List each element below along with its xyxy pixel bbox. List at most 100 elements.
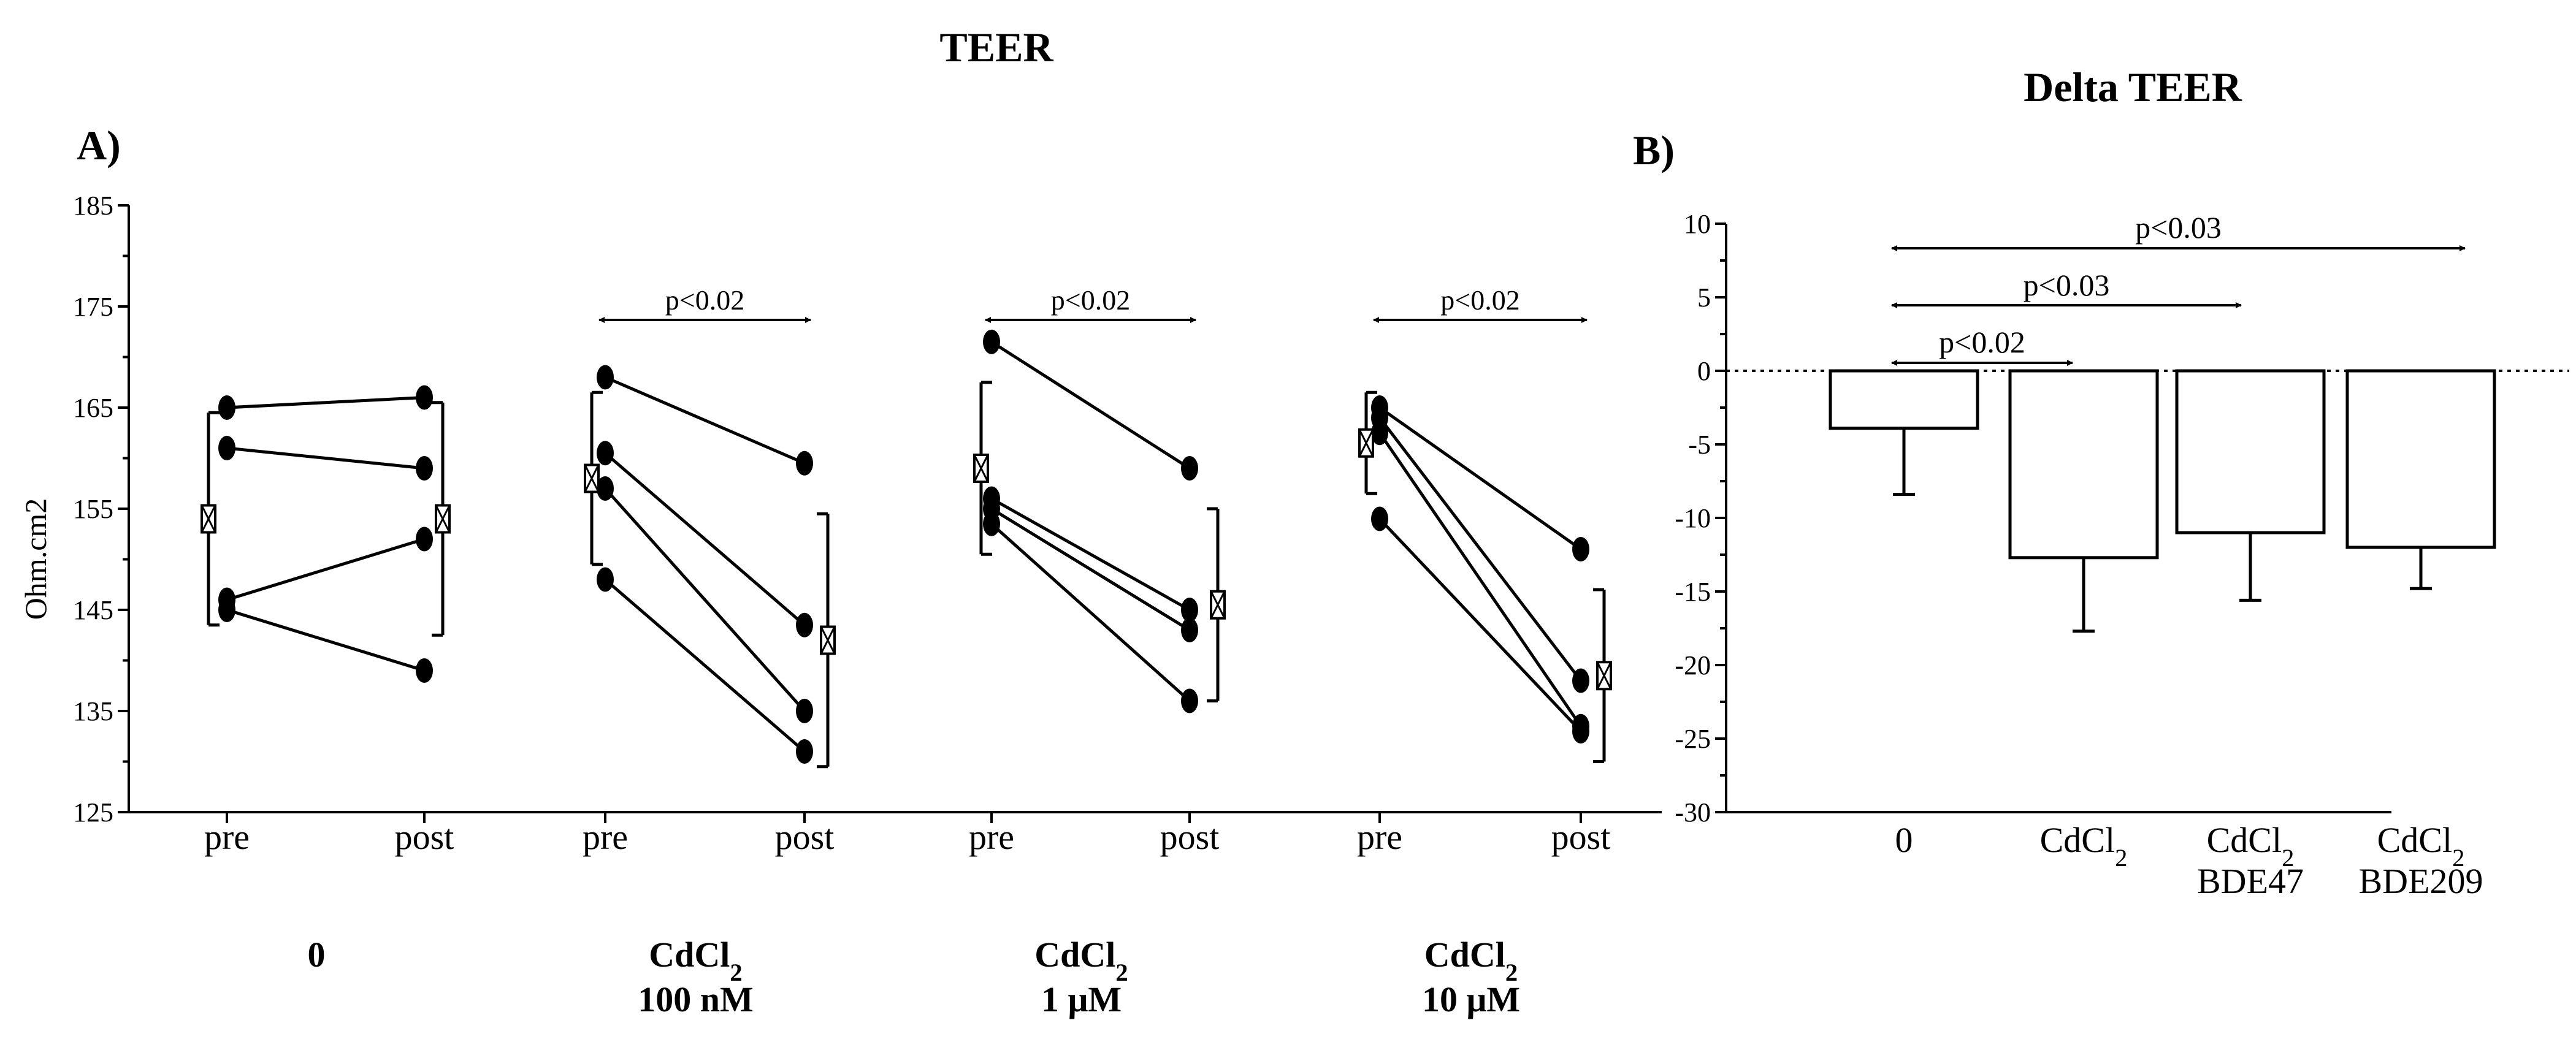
panel-a-subject-point [1572,668,1589,693]
panel-b-plot-area: 0 CdCl2 CdCl2BDE47CdCl2BDE209p<0.02p<0.03p… [1829,210,2496,901]
panel-a-mean-marker-cross [435,504,451,533]
panel-b-y-tick-label: -20 [1675,650,1711,680]
panel-a-subject-line [990,340,1191,470]
panel-a-subject-point [416,385,433,410]
panel-a-subject-point [597,441,614,466]
panel-a-subject-point [597,567,614,592]
panel-a-y-tick-label: 145 [73,595,113,625]
panel-b-y-tick-label: -25 [1675,724,1711,754]
panel-b-category-label-line2: BDE209 [2359,861,2483,901]
panel-a-subject-line [604,452,806,626]
panel-a-group-label-subscript: 2 [1115,959,1128,986]
panel-a-y-tick-label: 135 [73,696,113,726]
panel-a-x-tick-label: pre [969,817,1014,857]
panel-b-category-label-subscript: 2 [2452,844,2464,872]
panel-a-subject-point [218,436,235,460]
panel-a-subject-point [218,598,235,622]
panel-b-category-label-line2: BDE47 [2197,861,2304,901]
panel-a-axes: 125 135 145 155 165 175 185 pre post pre post pre po… [73,191,1662,857]
panel-b-y-tick-label: -30 [1675,797,1711,827]
panel-b-category-label: CdCl2 [2040,820,2128,872]
panel-b-category-label-subscript: 2 [2115,844,2127,872]
panel-a-significance-label: p<0.02 [665,284,744,316]
panel-a-subject-line [226,446,425,470]
panel-a-group-0: 0 [201,385,451,975]
panel-a-group-label: CdCl2 [1424,935,1518,986]
panel-b-bar [2008,369,2159,560]
panel-a-label: A) [77,122,121,169]
panel-b-bar-group-1: CdCl2 [2008,369,2159,872]
panel-b-category-label: CdCl2 [2207,820,2295,872]
panel-a-subject-point [796,699,813,723]
panel-a-subject-point [1371,420,1388,446]
panel-a-x-tick-label: pre [204,817,250,857]
panel-a-y-tick-label: 185 [73,191,113,221]
panel-b-y-tick-label: 5 [1697,283,1711,313]
panel-b-bar [1829,369,1979,430]
panel-a-subject-line [990,507,1191,632]
panel-a-subject-point [983,511,1000,536]
panel-a-subject-line [1378,416,1582,682]
panel-a-x-tick-label: post [395,817,454,857]
panel-a-y-tick-label: 155 [73,494,113,524]
panel-a-subject-line [1378,406,1582,551]
panel-a-group-label-subscript: 2 [730,959,742,986]
panel-b-y-tick-label: -5 [1688,430,1711,460]
panel-a-subject-point [416,658,433,683]
panel-b-category-label-main: 0 [1895,820,1913,860]
panel-a-group-label-line2: 100 nM [638,979,754,1019]
panel-a-subject-point [1181,598,1198,622]
panel-a-subject-line [1378,517,1582,732]
panel-a-teer-chart: TEER A) Ohm.cm2 125 135 145 155 165 175 185 pre… [18,24,1662,1019]
panel-b-label: B) [1633,127,1675,173]
panel-a-group-label-main: CdCl [1424,935,1505,975]
panel-a-subject-point [1181,618,1198,642]
panel-a-subject-line [1378,432,1583,728]
panel-a-y-tick-label: 125 [73,797,113,827]
panel-a-group-label-main: 0 [308,935,326,975]
panel-a-x-tick-label: pre [1357,817,1402,857]
panel-a-group-label-line2: 10 μM [1422,979,1520,1019]
panel-b-y-tick-label: 10 [1684,209,1711,239]
panel-a-x-tick-label: pre [583,817,628,857]
panel-a-subject-line [226,608,425,672]
panel-a-group-label-main: CdCl [649,935,730,975]
panel-a-mean-marker-cross [1358,429,1374,457]
panel-a-significance-label: p<0.02 [1051,284,1130,316]
panel-a-subject-point [218,395,235,420]
panel-a-y-tick-label: 165 [73,393,113,423]
panel-a-subject-point [796,739,813,764]
panel-b-comparison-label: p<0.03 [2135,210,2222,245]
panel-b-y-tick-label: 0 [1697,356,1711,386]
panel-a-title: TEER [939,24,1053,70]
panel-b-category-label: 0 [1895,820,1913,860]
panel-b-bar [2175,369,2326,534]
panel-a-mean-marker-cross [1596,661,1612,690]
panel-b-bar [2345,369,2496,549]
panel-b-category-label-subscript: 2 [2282,844,2294,872]
panel-a-subject-point [796,451,813,476]
panel-b-category-label-main: CdCl [2377,820,2453,860]
panel-a-mean-marker-cross [973,454,989,482]
panel-a-mean-marker-cross [1210,591,1226,619]
panel-a-subject-line [226,396,425,409]
panel-b-category-label-main: CdCl [2040,820,2115,860]
panel-a-subject-point [1181,688,1198,713]
panel-a-subject-point [416,527,433,552]
panel-a-subject-point [1572,719,1589,743]
panel-a-group-label-subscript: 2 [1505,959,1518,986]
panel-b-y-tick-label: -15 [1675,577,1711,607]
panel-b-y-tick-label: -10 [1675,503,1711,533]
panel-b-bar-group-0: 0 [1829,369,1979,860]
panel-a-mean-marker-cross [201,504,216,533]
panel-a-subject-line [604,487,806,712]
panel-a-subject-line [605,376,805,465]
panel-a-x-tick-label: post [1551,817,1611,857]
